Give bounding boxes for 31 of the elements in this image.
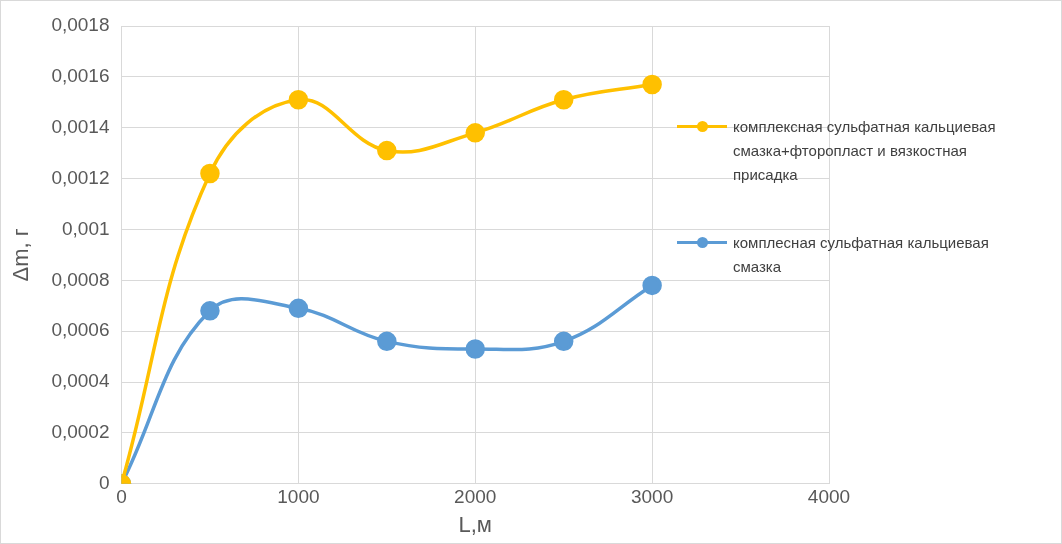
x-tick-label: 3000 (630, 486, 674, 508)
point (465, 123, 486, 143)
legend-label: комплесная сульфатная кальциевая смазка (733, 233, 990, 277)
y-tick-label: 0,0002 (51, 421, 110, 443)
y-tick-label: 0,0004 (51, 370, 110, 392)
point (642, 74, 662, 95)
y-tick-label: 0,0006 (51, 319, 110, 341)
point (642, 275, 662, 296)
x-tick-label: 0 (116, 486, 127, 508)
point (377, 140, 397, 161)
y-tick-label: 0,0016 (51, 65, 110, 87)
point (553, 90, 574, 110)
legend-label: комплексная сульфатная кальциевая смазка+фторопласт и вязкостная присадка (733, 117, 997, 185)
point (377, 331, 397, 352)
point (465, 339, 486, 359)
x-tick-label: 4000 (807, 486, 851, 508)
y-tick-label: 0 (98, 472, 110, 494)
x-tick-label: 1000 (277, 486, 320, 508)
y-axis-title: Δm, г (8, 228, 34, 282)
point (288, 298, 309, 319)
point (200, 301, 220, 321)
x-tick-label: 2000 (454, 486, 497, 508)
y-tick-label: 0,0008 (51, 268, 110, 290)
y-tick-label: 0,001 (61, 217, 110, 239)
y-tick-label: 0,0014 (51, 115, 110, 137)
x-axis-title: L,м (458, 511, 492, 537)
point (553, 331, 574, 352)
point (200, 163, 220, 184)
point (288, 90, 309, 110)
y-tick-label: 0,0012 (51, 166, 110, 188)
y-tick-label: 0,0018 (51, 14, 110, 36)
